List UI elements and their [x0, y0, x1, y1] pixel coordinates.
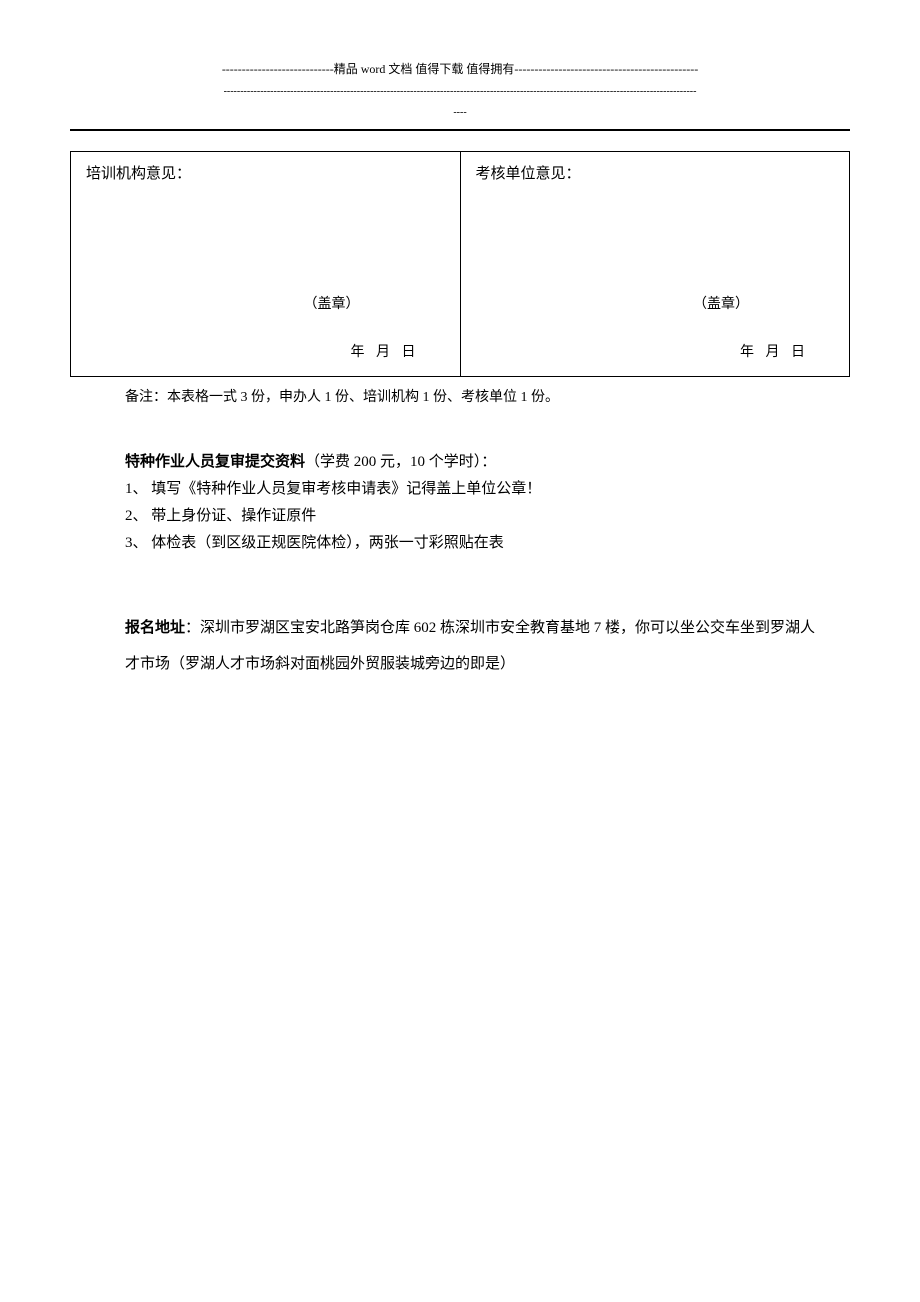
address-content: 深圳市罗湖区宝安北路笋岗仓库 602 栋深圳市安全教育基地 7 楼，你可以坐公交…	[125, 620, 815, 672]
training-org-stamp: （盖章）	[304, 294, 360, 316]
materials-title-bold: 特种作业人员复审提交资料	[125, 454, 305, 470]
assessment-unit-stamp: （盖章）	[693, 294, 749, 316]
training-org-cell: 培训机构意见： （盖章） 年 月 日	[71, 152, 461, 377]
address-title: 报名地址	[125, 620, 185, 636]
materials-item-3: 3、 体检表（到区级正规医院体检），两张一寸彩照贴在表	[125, 531, 830, 555]
training-org-title: 培训机构意见：	[86, 162, 445, 186]
materials-item-1: 1、 填写《特种作业人员复审考核申请表》记得盖上单位公章！	[125, 477, 830, 501]
materials-item-2: 2、 带上身份证、操作证原件	[125, 504, 830, 528]
materials-section: 特种作业人员复审提交资料（学费 200 元，10 个学时）： 1、 填写《特种作…	[125, 450, 830, 555]
header-line-3: ----	[70, 105, 850, 121]
assessment-unit-title: 考核单位意见：	[476, 162, 835, 186]
assessment-unit-date: 年 月 日	[740, 342, 809, 364]
header-divider	[70, 129, 850, 131]
materials-title-normal: （学费 200 元，10 个学时）：	[305, 454, 496, 470]
assessment-unit-cell: 考核单位意见： （盖章） 年 月 日	[460, 152, 850, 377]
header-line-2: ----------------------------------------…	[70, 84, 850, 100]
header-line-1: ----------------------------精品 word 文档 值…	[70, 60, 850, 79]
training-org-date: 年 月 日	[351, 342, 420, 364]
address-section: 报名地址：深圳市罗湖区宝安北路笋岗仓库 602 栋深圳市安全教育基地 7 楼，你…	[125, 610, 830, 682]
address-colon: ：	[185, 620, 200, 636]
opinion-table: 培训机构意见： （盖章） 年 月 日 考核单位意见： （盖章） 年 月 日	[70, 151, 850, 377]
note-text: 备注：本表格一式 3 份，申办人 1 份、培训机构 1 份、考核单位 1 份。	[125, 387, 850, 409]
